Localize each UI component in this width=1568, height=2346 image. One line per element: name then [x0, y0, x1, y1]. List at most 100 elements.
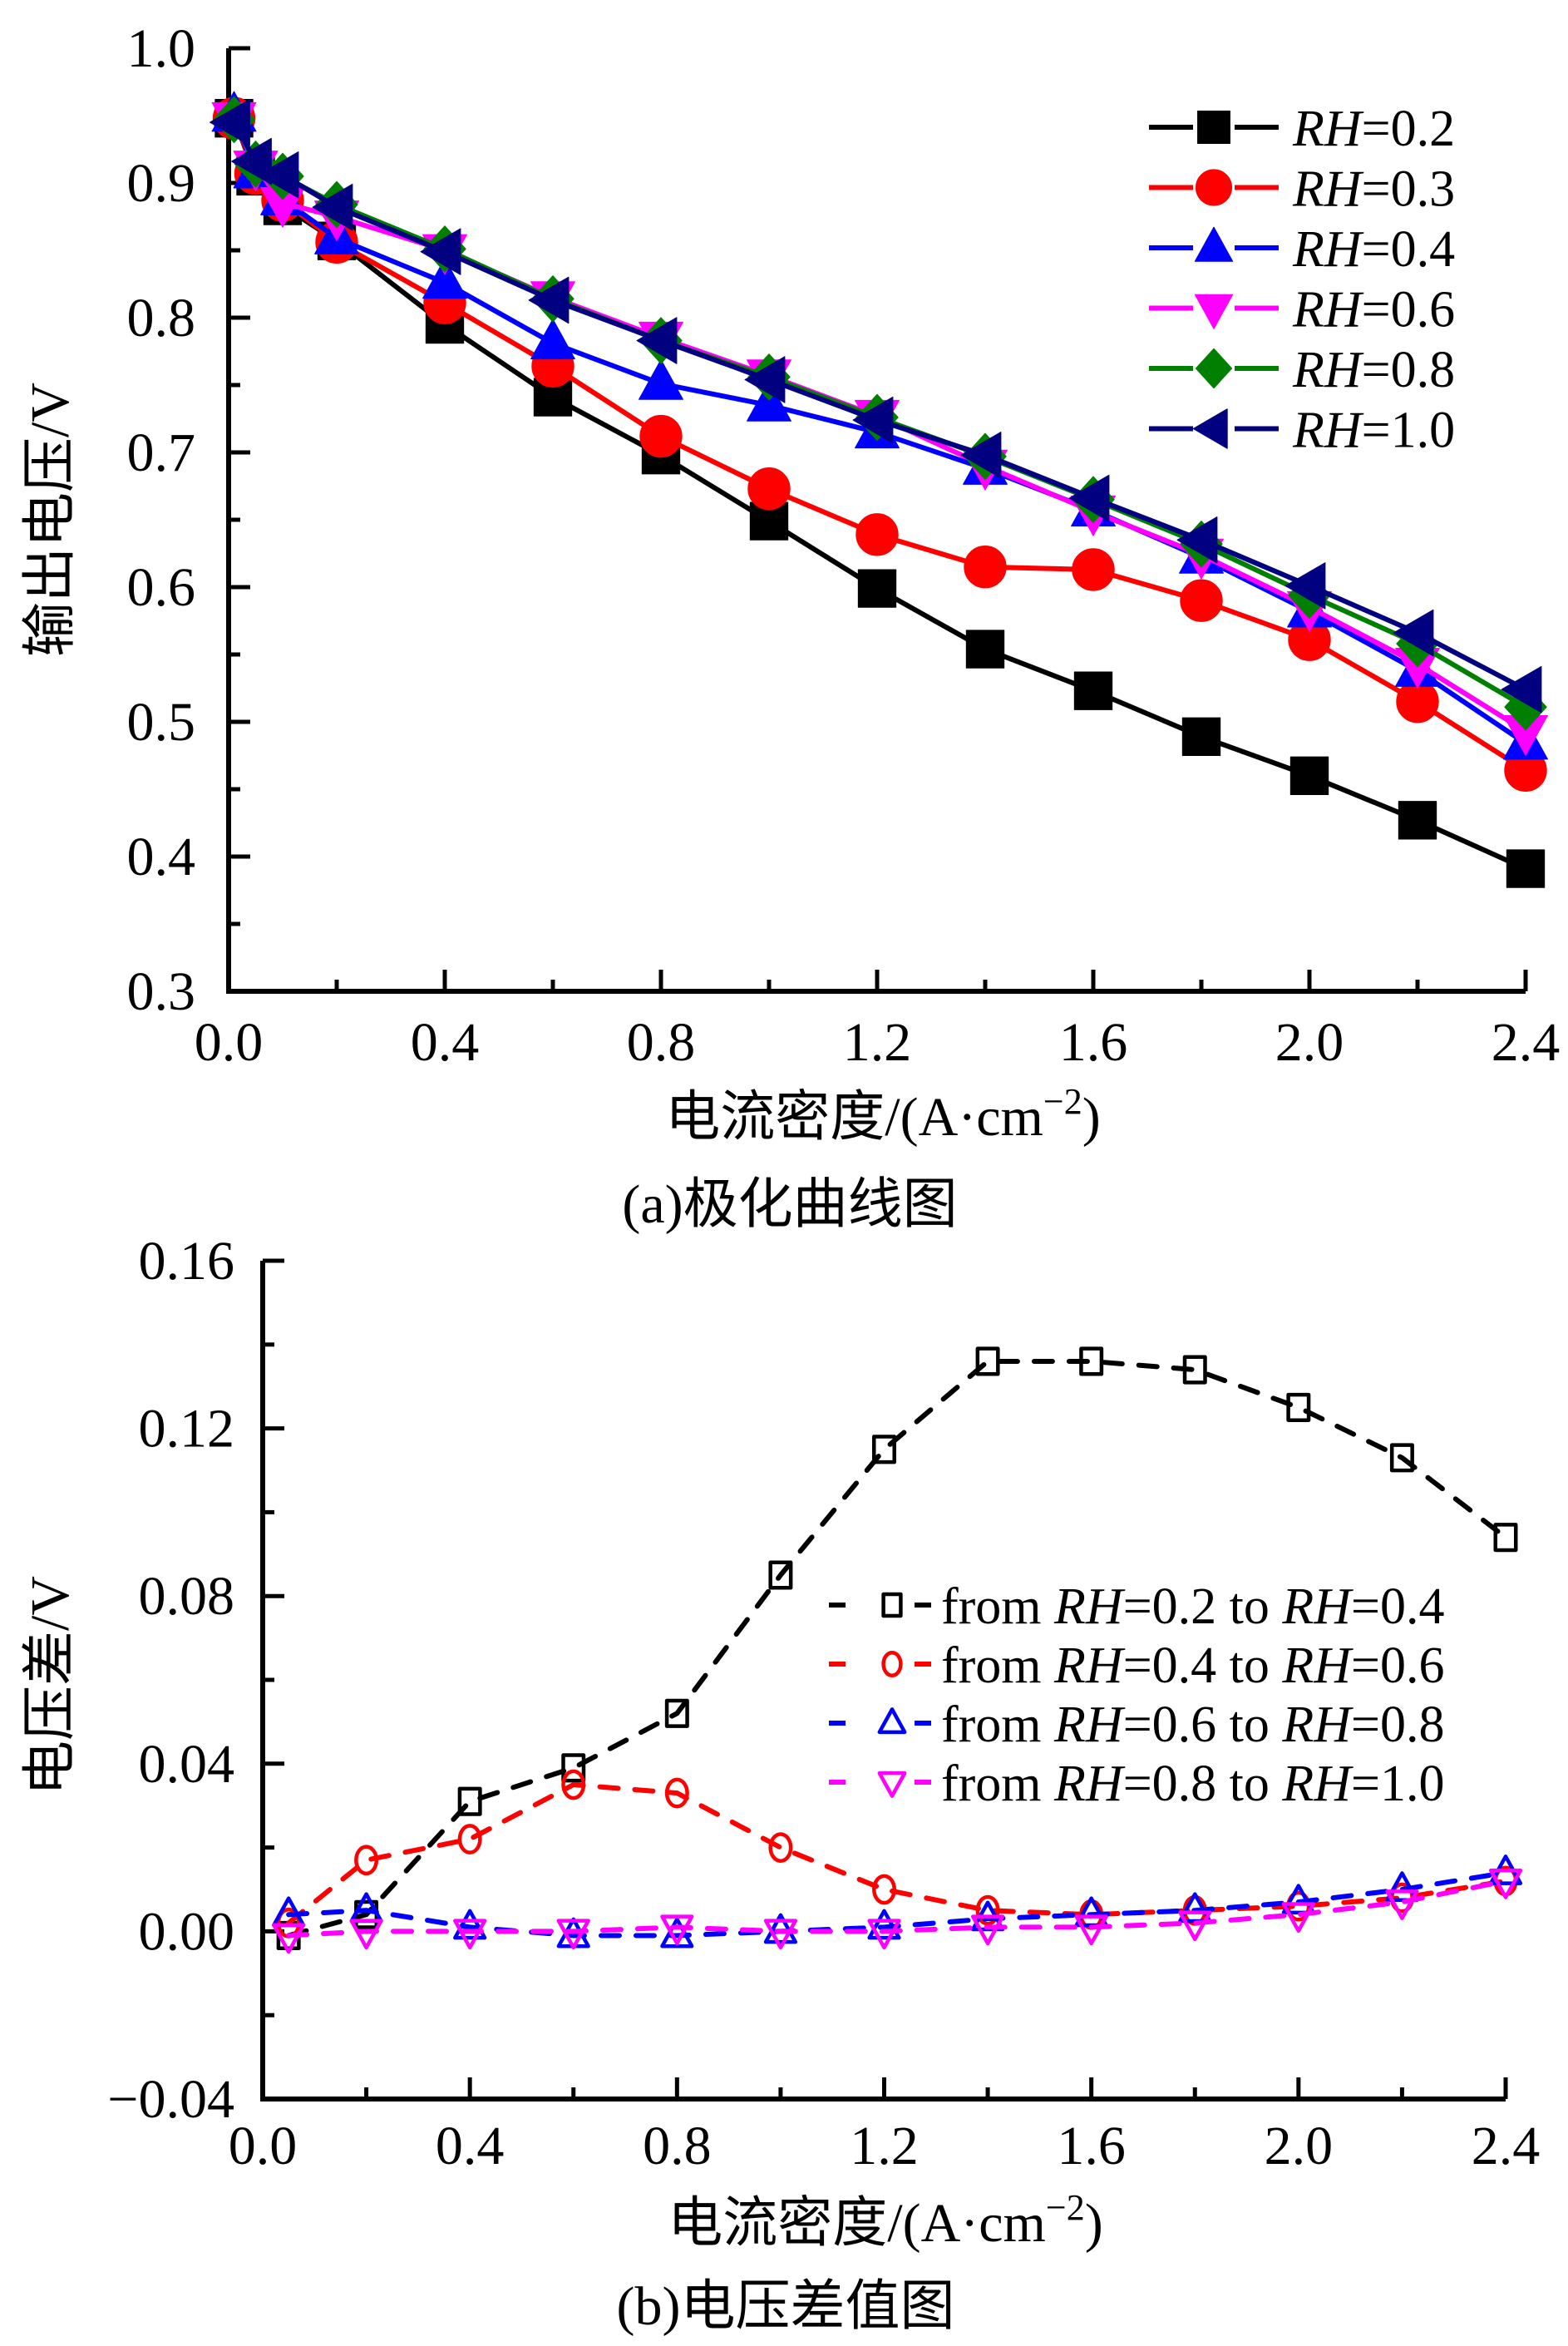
legend-item: RH=0.2 [1149, 101, 1455, 157]
data-point [660, 1914, 694, 1946]
figure-caption: (a)极化曲线图 [622, 1174, 957, 1235]
y-tick-label: 0.6 [127, 557, 196, 618]
y-tick-label: 0.08 [139, 1566, 235, 1627]
legend-item: RH=0.8 [1149, 342, 1455, 398]
data-point [975, 1894, 1000, 1926]
data-point [210, 98, 250, 146]
legend-item: from RH=0.2 to RH=0.4 [829, 1578, 1445, 1635]
data-point [1501, 665, 1542, 714]
data-point [422, 258, 467, 299]
data-point [457, 1824, 482, 1855]
y-tick-label: 0.8 [127, 288, 196, 348]
y-tick-label: 0.04 [139, 1734, 235, 1795]
x-tick-label: 1.2 [850, 2116, 919, 2176]
x-tick-label: 2.4 [1492, 1012, 1561, 1073]
data-point [1180, 579, 1223, 622]
figure-caption: (b)电压差值图 [617, 2276, 955, 2337]
legend-item: RH=0.3 [1149, 161, 1455, 218]
legend-marker [881, 1592, 903, 1618]
data-point [763, 1919, 798, 1950]
data-point [1182, 1355, 1207, 1385]
legend-item: from RH=0.6 to RH=0.8 [829, 1697, 1445, 1753]
y-tick-label: 0.5 [127, 692, 196, 753]
data-point [349, 1919, 383, 1950]
data-point [664, 1698, 689, 1728]
data-point [1073, 671, 1113, 710]
data-point [872, 1874, 896, 1905]
legend-label: from RH=0.8 to RH=1.0 [941, 1756, 1445, 1812]
data-point [1506, 849, 1546, 888]
data-point [312, 183, 353, 231]
x-tick-label: 0.0 [229, 2116, 298, 2176]
y-tick-label: 0.12 [139, 1399, 235, 1459]
data-point [857, 569, 897, 608]
data-point [965, 630, 1005, 669]
data-point [872, 1435, 896, 1464]
data-point [964, 546, 1007, 589]
data-point [747, 467, 791, 511]
data-point [867, 1919, 901, 1950]
data-point [1079, 1346, 1104, 1376]
legend-label: RH=0.3 [1292, 161, 1455, 218]
data-point [1398, 801, 1437, 840]
legend: RH=0.2RH=0.3RH=0.4RH=0.6RH=0.8RH=1.0 [1149, 101, 1455, 459]
data-point [420, 228, 461, 275]
data-point [855, 513, 899, 556]
data-point [1176, 516, 1218, 564]
data-point [1074, 1914, 1108, 1946]
data-point [768, 1832, 793, 1864]
data-point [1393, 609, 1434, 657]
x-tick-label: 0.8 [643, 2116, 712, 2176]
data-point [1281, 1902, 1315, 1934]
data-point [457, 1786, 482, 1816]
data-point [1385, 1889, 1419, 1920]
x-tick-label: 0.4 [411, 1012, 480, 1073]
legend-marker [1195, 169, 1233, 206]
legend-marker [1197, 111, 1230, 144]
data-point [763, 1913, 798, 1944]
data-point [867, 1909, 901, 1940]
data-point [1286, 1392, 1311, 1422]
x-tick-label: 1.6 [1059, 1012, 1128, 1073]
legend-item: RH=1.0 [1149, 403, 1455, 459]
data-point [1072, 548, 1115, 591]
x-axis-title: 电流密度/(A·cm−2) [668, 2187, 1102, 2254]
legend-label: RH=0.4 [1292, 221, 1455, 278]
legend-label: RH=0.6 [1292, 282, 1455, 338]
y-tick-label: 0.7 [127, 422, 196, 483]
series-rh-0-2 [214, 99, 1546, 888]
y-axis-title: 电压差/V [20, 1576, 81, 1795]
data-point [1488, 1868, 1523, 1899]
chart-polarization-curve: 0.0 0.4 0.8 1.2 1.6 2.0 2.4 0.3 0.4 0.5 0.6 0.7 0.8 0… [20, 18, 1560, 1235]
data-point [1389, 1443, 1414, 1473]
data-point [561, 1769, 586, 1800]
legend-label: RH=0.8 [1292, 342, 1455, 398]
chart-voltage-difference: 0.0 0.4 0.8 1.2 1.6 2.0 2.4 −0.04 0.00 0.04 0.08 0.… [20, 1231, 1540, 2337]
legend-item: from RH=0.8 to RH=1.0 [829, 1756, 1445, 1812]
x-tick-label: 0.0 [195, 1012, 264, 1073]
data-point [272, 1923, 306, 1954]
series-line [286, 1869, 1508, 1939]
data-point [258, 151, 299, 199]
legend-marker [1194, 226, 1234, 262]
y-tick-label: 0.4 [127, 827, 196, 887]
data-point [960, 432, 1002, 479]
data-point [852, 396, 894, 444]
legend-marker [877, 1707, 907, 1735]
legend-label: from RH=0.4 to RH=0.6 [941, 1637, 1445, 1694]
legend-marker [881, 1651, 903, 1677]
data-point [1289, 756, 1329, 795]
data-point [561, 1753, 586, 1783]
data-point [636, 317, 678, 364]
data-point [1281, 1884, 1315, 1915]
series-line [286, 1878, 1508, 1939]
y-axis-title: 输出电压/V [20, 383, 81, 657]
legend-label: RH=0.2 [1292, 101, 1455, 157]
data-point [556, 1919, 590, 1950]
y-tick-label: 0.9 [127, 153, 196, 214]
y-tick-label: 0.00 [139, 1901, 235, 1962]
x-tick-label: 0.4 [436, 2116, 505, 2176]
series-rh-1-0 [210, 98, 1542, 714]
data-point [768, 1560, 793, 1590]
